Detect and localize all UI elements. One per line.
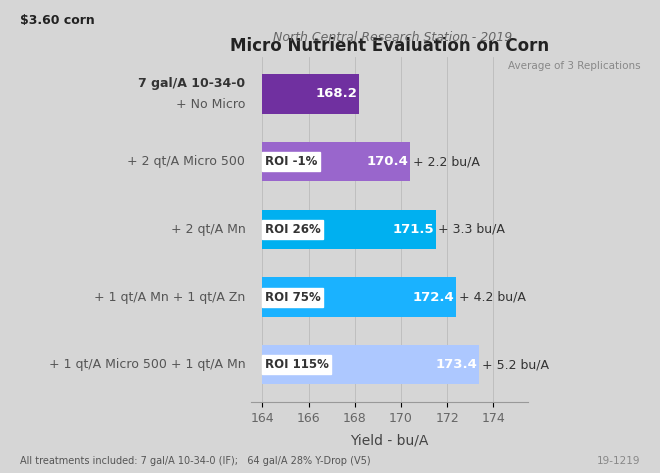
Text: + 2 qt/A Micro 500: + 2 qt/A Micro 500 (127, 155, 246, 168)
Text: 19-1219: 19-1219 (597, 456, 640, 466)
Text: Average of 3 Replications: Average of 3 Replications (508, 61, 640, 71)
Bar (262, 142, 411, 181)
Text: ROI 115%: ROI 115% (265, 359, 329, 371)
Text: ROI 26%: ROI 26% (265, 223, 320, 236)
Text: ROI 75%: ROI 75% (265, 290, 320, 304)
Text: + 1 qt/A Micro 500 + 1 qt/A Mn: + 1 qt/A Micro 500 + 1 qt/A Mn (49, 359, 246, 371)
Bar (262, 74, 359, 114)
Title: Micro Nutrient Evaluation on Corn: Micro Nutrient Evaluation on Corn (230, 37, 549, 55)
Text: 173.4: 173.4 (436, 359, 478, 371)
Text: 171.5: 171.5 (392, 223, 434, 236)
Text: ROI -1%: ROI -1% (265, 155, 317, 168)
Text: + 4.2 bu/A: + 4.2 bu/A (459, 290, 526, 304)
Bar (262, 278, 457, 317)
Text: + 2 qt/A Mn: + 2 qt/A Mn (170, 223, 246, 236)
Text: 7 gal/A 10-34-0: 7 gal/A 10-34-0 (138, 77, 246, 90)
Text: $3.60 corn: $3.60 corn (20, 14, 94, 27)
Text: + 1 qt/A Mn + 1 qt/A Zn: + 1 qt/A Mn + 1 qt/A Zn (94, 290, 246, 304)
Text: + No Micro: + No Micro (176, 98, 246, 111)
Text: North Central Research Station - 2019: North Central Research Station - 2019 (273, 31, 512, 44)
Text: 172.4: 172.4 (412, 290, 455, 304)
Text: + 2.2 bu/A: + 2.2 bu/A (413, 155, 480, 168)
Text: + 3.3 bu/A: + 3.3 bu/A (438, 223, 506, 236)
Text: 168.2: 168.2 (315, 88, 358, 100)
Text: All treatments included: 7 gal/A 10-34-0 (IF);   64 gal/A 28% Y-Drop (V5): All treatments included: 7 gal/A 10-34-0… (20, 456, 370, 466)
X-axis label: Yield - bu/A: Yield - bu/A (350, 433, 428, 447)
Bar (262, 210, 436, 249)
Text: 170.4: 170.4 (366, 155, 409, 168)
Bar (262, 345, 479, 385)
Text: + 5.2 bu/A: + 5.2 bu/A (482, 359, 549, 371)
